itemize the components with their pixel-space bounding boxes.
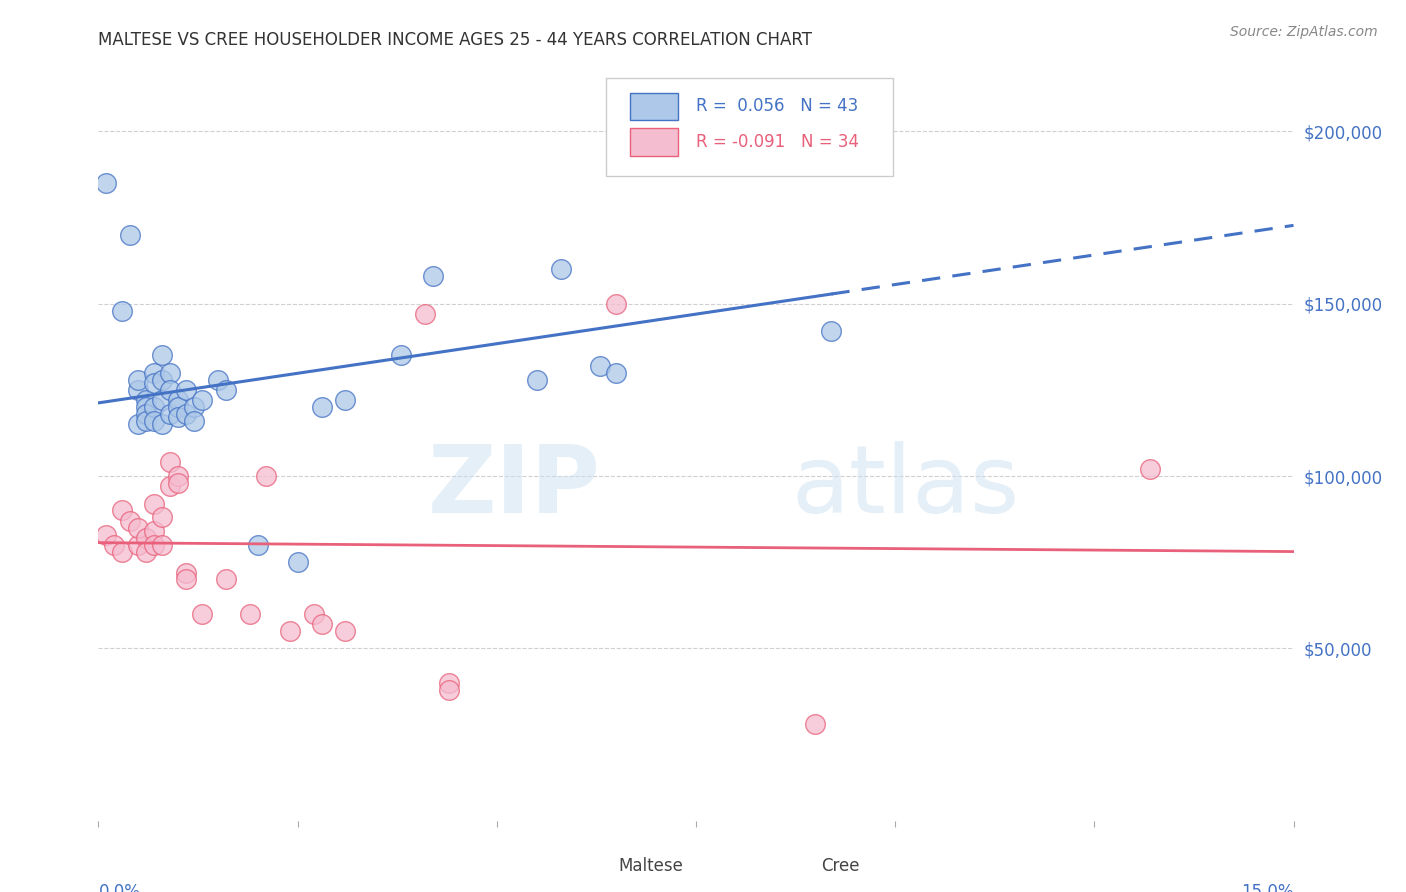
Point xyxy=(135,545,157,559)
Point xyxy=(437,675,460,690)
Point xyxy=(311,617,333,632)
Point xyxy=(215,383,238,397)
Point xyxy=(159,479,181,493)
Point xyxy=(183,414,205,428)
Point xyxy=(135,407,157,421)
Point xyxy=(167,410,190,425)
Point xyxy=(103,538,125,552)
Point xyxy=(150,417,173,432)
Text: Cree: Cree xyxy=(821,857,860,875)
Point xyxy=(135,400,157,414)
Text: atlas: atlas xyxy=(792,441,1019,533)
Point xyxy=(167,469,190,483)
Point xyxy=(150,510,173,524)
Text: R = -0.091   N = 34: R = -0.091 N = 34 xyxy=(696,133,859,151)
FancyBboxPatch shape xyxy=(630,128,678,156)
FancyBboxPatch shape xyxy=(553,853,600,880)
Point xyxy=(335,393,357,408)
Point xyxy=(150,372,173,386)
Text: 0.0%: 0.0% xyxy=(98,883,141,892)
Point xyxy=(246,538,269,552)
Point xyxy=(127,538,149,552)
Point xyxy=(174,566,197,580)
Point xyxy=(550,262,572,277)
Point xyxy=(127,383,149,397)
Point xyxy=(820,324,842,338)
Point xyxy=(589,359,612,373)
Point xyxy=(135,414,157,428)
Point xyxy=(302,607,325,621)
Point xyxy=(278,624,301,639)
Point xyxy=(150,393,173,408)
Point xyxy=(174,573,197,587)
Point xyxy=(96,527,118,541)
Point xyxy=(127,417,149,432)
Text: Maltese: Maltese xyxy=(619,857,683,875)
Point xyxy=(167,400,190,414)
Point xyxy=(239,607,262,621)
Point xyxy=(183,400,205,414)
Point xyxy=(143,376,166,390)
Point xyxy=(335,624,357,639)
Point xyxy=(111,303,134,318)
FancyBboxPatch shape xyxy=(756,853,804,880)
Point xyxy=(287,555,309,569)
Point xyxy=(143,538,166,552)
Point xyxy=(605,366,627,380)
Point xyxy=(174,383,197,397)
Point xyxy=(120,514,142,528)
Point xyxy=(143,414,166,428)
Point xyxy=(143,366,166,380)
Point xyxy=(143,497,166,511)
Point xyxy=(127,372,149,386)
Text: R =  0.056   N = 43: R = 0.056 N = 43 xyxy=(696,97,858,115)
Point xyxy=(215,573,238,587)
Point xyxy=(159,455,181,469)
Point xyxy=(167,475,190,490)
Point xyxy=(207,372,229,386)
Point xyxy=(111,545,134,559)
Point xyxy=(143,400,166,414)
Point xyxy=(135,393,157,408)
FancyBboxPatch shape xyxy=(606,78,893,177)
Point xyxy=(526,372,548,386)
Point xyxy=(159,366,181,380)
Text: MALTESE VS CREE HOUSEHOLDER INCOME AGES 25 - 44 YEARS CORRELATION CHART: MALTESE VS CREE HOUSEHOLDER INCOME AGES … xyxy=(98,31,813,49)
Text: 15.0%: 15.0% xyxy=(1241,883,1294,892)
Point xyxy=(159,407,181,421)
Point xyxy=(191,393,214,408)
Point xyxy=(437,682,460,697)
Point xyxy=(254,469,277,483)
Point xyxy=(174,407,197,421)
Text: Source: ZipAtlas.com: Source: ZipAtlas.com xyxy=(1230,25,1378,39)
Point xyxy=(96,176,118,190)
Point xyxy=(422,269,444,284)
Point xyxy=(111,503,134,517)
Point xyxy=(159,383,181,397)
Point xyxy=(605,296,627,310)
Point xyxy=(413,307,436,321)
Point xyxy=(135,531,157,545)
Point xyxy=(150,348,173,362)
Point xyxy=(167,393,190,408)
Point xyxy=(127,521,149,535)
Point xyxy=(389,348,412,362)
Point xyxy=(150,538,173,552)
Point xyxy=(143,524,166,538)
Point xyxy=(804,717,827,731)
Point xyxy=(804,124,827,138)
Text: ZIP: ZIP xyxy=(427,441,600,533)
FancyBboxPatch shape xyxy=(630,93,678,120)
Point xyxy=(311,400,333,414)
Point xyxy=(1139,462,1161,476)
Point xyxy=(120,227,142,242)
Point xyxy=(191,607,214,621)
